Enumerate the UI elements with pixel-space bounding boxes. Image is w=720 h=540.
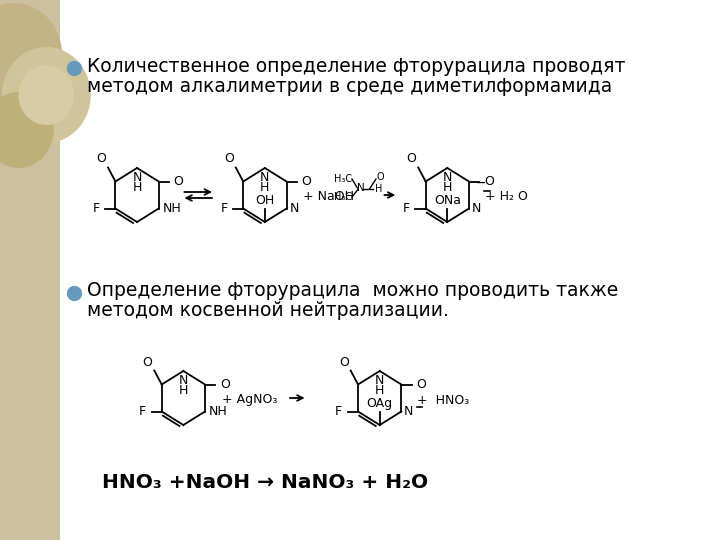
Text: OAg: OAg [366, 397, 392, 410]
Text: O: O [377, 172, 384, 182]
Text: N: N [132, 171, 142, 184]
Text: O: O [484, 175, 494, 188]
Text: O: O [96, 152, 106, 165]
Text: N: N [443, 171, 452, 184]
Text: + NaOH: + NaOH [303, 191, 354, 204]
Text: ONa: ONa [433, 194, 461, 207]
Text: NH: NH [209, 405, 228, 418]
Text: N: N [404, 405, 413, 418]
Text: O: O [224, 152, 234, 165]
Text: N: N [472, 202, 481, 215]
Text: F: F [139, 405, 146, 418]
Text: N: N [260, 171, 269, 184]
Circle shape [19, 65, 74, 125]
Text: OH: OH [255, 194, 274, 207]
Text: HNO₃ +NaOH → NaNO₃ + H₂O: HNO₃ +NaOH → NaNO₃ + H₂O [102, 472, 428, 491]
Text: + H₂ O: + H₂ O [485, 191, 528, 204]
Text: Количественное определение фторурацила проводят: Количественное определение фторурацила п… [87, 57, 626, 76]
Text: F: F [402, 202, 410, 215]
Text: O: O [407, 152, 416, 165]
Text: H: H [179, 384, 188, 397]
Text: N: N [357, 183, 365, 193]
Text: +  HNO₃: + HNO₃ [417, 394, 469, 407]
Text: H: H [260, 181, 269, 194]
Text: H₃C: H₃C [334, 174, 352, 184]
Text: NH: NH [163, 202, 181, 215]
Text: F: F [93, 202, 99, 215]
Text: H: H [443, 181, 452, 194]
Text: O: O [339, 355, 348, 368]
Text: O: O [302, 175, 311, 188]
Text: F: F [220, 202, 228, 215]
Text: H: H [375, 184, 382, 194]
Text: N: N [375, 374, 384, 387]
Text: H: H [132, 181, 142, 194]
Circle shape [0, 92, 54, 168]
Text: F: F [336, 405, 342, 418]
Text: O: O [143, 355, 153, 368]
Circle shape [0, 3, 62, 107]
Text: N: N [179, 374, 188, 387]
Text: H: H [375, 384, 384, 397]
Text: методом косвенной нейтрализации.: методом косвенной нейтрализации. [87, 301, 449, 321]
Bar [0, 0, 60, 540]
Circle shape [2, 47, 91, 143]
Text: Определение фторурацила  можно проводить также: Определение фторурацила можно проводить … [87, 281, 618, 300]
Text: O: O [220, 378, 230, 391]
Text: + AgNO₃: + AgNO₃ [222, 394, 278, 407]
Text: H₃C: H₃C [334, 192, 352, 202]
Text: N: N [289, 202, 299, 215]
Text: методом алкалиметрии в среде диметилформамида: методом алкалиметрии в среде диметилформ… [87, 77, 612, 96]
Text: O: O [174, 175, 184, 188]
Text: O: O [416, 378, 426, 391]
